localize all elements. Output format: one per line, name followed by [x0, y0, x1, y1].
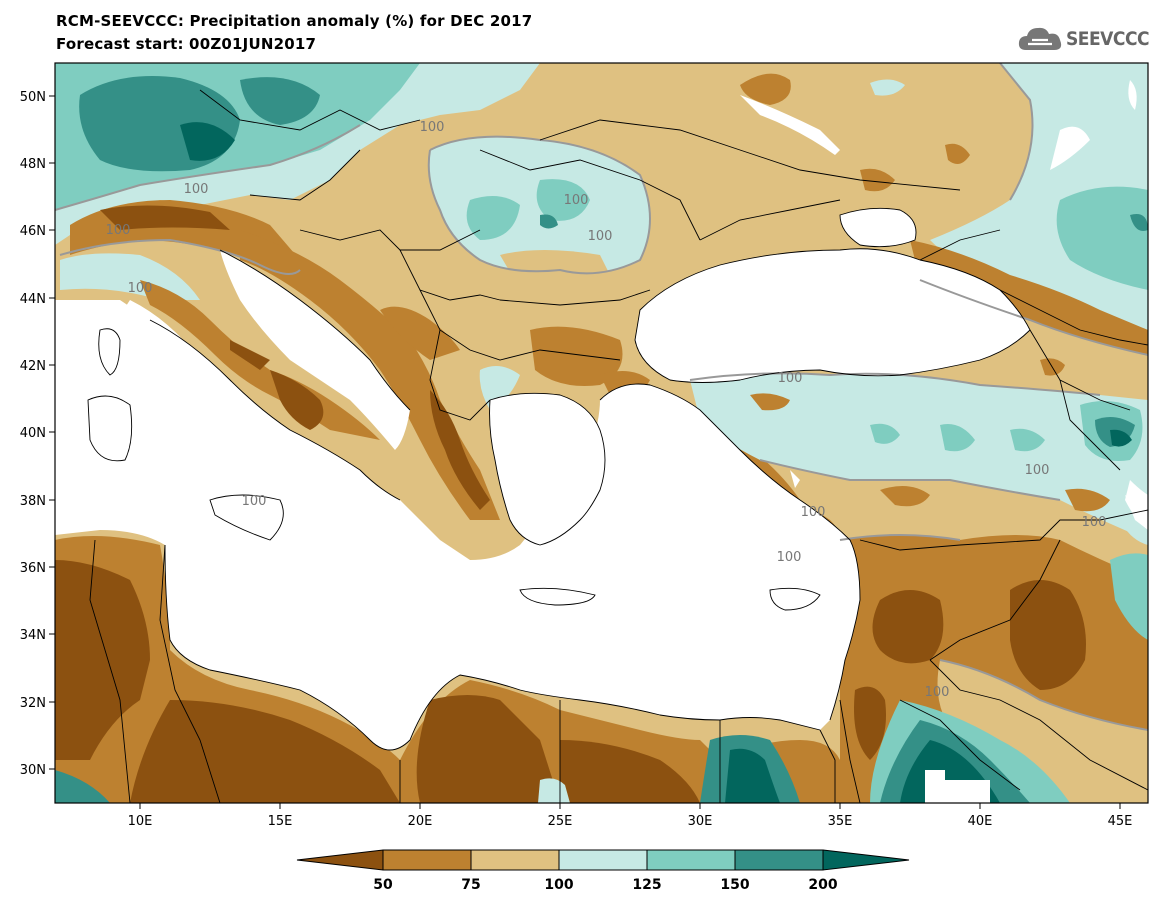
- colorbar-label: 150: [720, 877, 749, 893]
- contour-label: 100: [420, 120, 445, 135]
- latitude-labels: 50N 48N 46N 44N 42N 40N 38N 36N 34N 32N …: [20, 90, 46, 778]
- lat-label: 40N: [20, 426, 46, 441]
- contour-label: 100: [242, 494, 267, 509]
- colorbar-label: 50: [373, 877, 393, 893]
- longitude-labels: 10E 15E 20E 25E 30E 35E 40E 45E: [128, 814, 1133, 829]
- colorbar-label: 100: [544, 877, 573, 893]
- map-frame: [54, 62, 1149, 804]
- contour-label: 100: [184, 182, 209, 197]
- contour-label: 100: [106, 223, 131, 238]
- lon-label: 35E: [828, 814, 853, 829]
- contour-label: 100: [777, 550, 802, 565]
- lon-label: 25E: [548, 814, 573, 829]
- lat-label: 48N: [20, 157, 46, 172]
- lon-label: 40E: [968, 814, 993, 829]
- cloud-icon: [1018, 27, 1062, 50]
- logo-text: SEEVCCC: [1066, 28, 1150, 50]
- contour-label: 100: [1025, 463, 1050, 478]
- contour-label: 100: [801, 505, 826, 520]
- colorbar-label: 200: [808, 877, 837, 893]
- lat-label: 50N: [20, 90, 46, 105]
- contour-label: 100: [925, 685, 950, 700]
- contour-label: 100: [1082, 515, 1107, 530]
- contour-label: 100: [128, 281, 153, 296]
- contour-label: 100: [778, 371, 803, 386]
- lat-label: 42N: [20, 359, 46, 374]
- lon-label: 15E: [268, 814, 293, 829]
- lat-label: 36N: [20, 561, 46, 576]
- lon-label: 10E: [128, 814, 153, 829]
- lat-label: 46N: [20, 224, 46, 239]
- contour-labels: 100 100 100 100 100 100 100 100 100 100 …: [106, 120, 1107, 700]
- colorbar-label: 75: [461, 877, 480, 893]
- lon-label: 45E: [1108, 814, 1133, 829]
- lon-label: 30E: [688, 814, 713, 829]
- colorbar: 50 75 100 125 150 200: [296, 849, 910, 893]
- lat-label: 44N: [20, 292, 46, 307]
- contour-label: 100: [564, 193, 589, 208]
- lat-label: 38N: [20, 494, 46, 509]
- lon-label: 20E: [408, 814, 433, 829]
- lat-label: 34N: [20, 628, 46, 643]
- forecast-start-subtitle: Forecast start: 00Z01JUN2017: [56, 35, 317, 53]
- contour-label: 100: [588, 229, 613, 244]
- lat-label: 30N: [20, 763, 46, 778]
- map-fill: [55, 63, 1148, 803]
- colorbar-label: 125: [632, 877, 661, 893]
- seevccc-logo: SEEVCCC: [1018, 24, 1158, 54]
- map-title: RCM-SEEVCCC: Precipitation anomaly (%) f…: [56, 12, 533, 30]
- lat-label: 32N: [20, 696, 46, 711]
